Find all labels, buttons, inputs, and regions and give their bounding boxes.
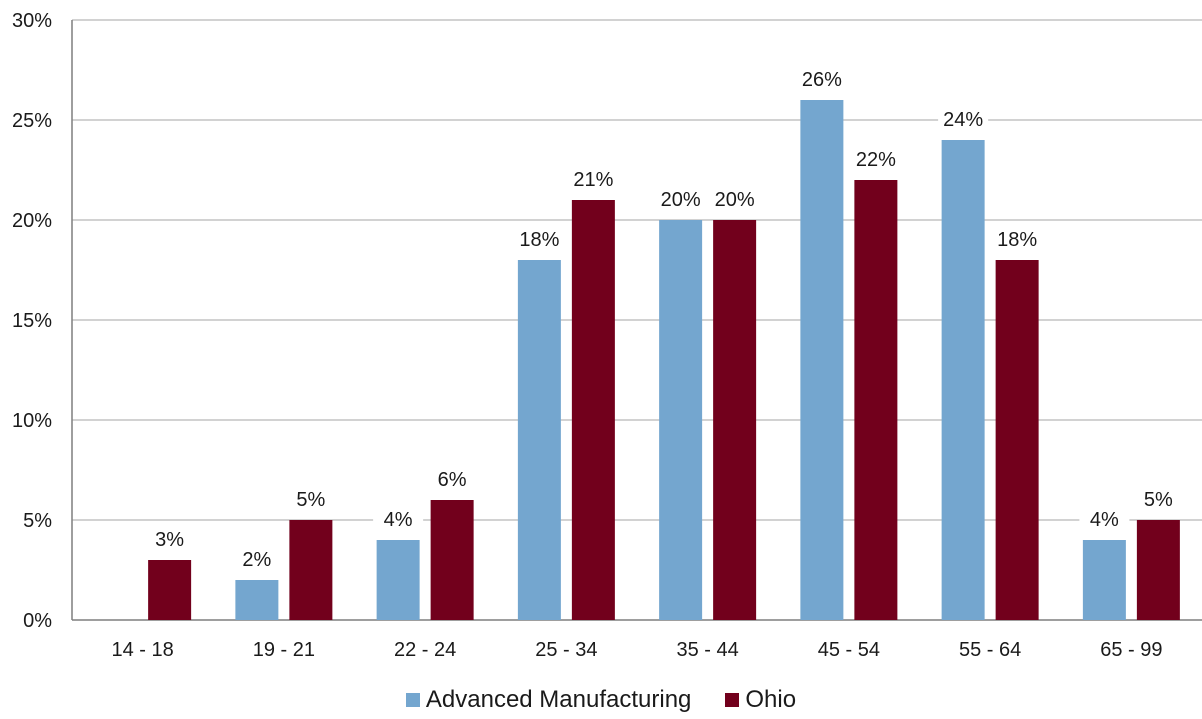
legend: Advanced Manufacturing Ohio xyxy=(0,686,1202,714)
x-tick-label: 19 - 21 xyxy=(253,639,315,661)
data-label-background xyxy=(427,466,478,492)
legend-label-advanced-manufacturing: Advanced Manufacturing xyxy=(425,686,692,713)
data-label: 18% xyxy=(997,229,1037,251)
data-label: 24% xyxy=(943,109,983,131)
x-tick-label: 25 - 34 xyxy=(535,639,597,661)
data-label: 22% xyxy=(856,149,896,171)
data-label: 21% xyxy=(573,169,613,191)
data-label: 18% xyxy=(519,229,559,251)
y-tick-label: 10% xyxy=(12,410,52,432)
bar-advanced-manufacturing xyxy=(235,580,279,620)
data-label: 3% xyxy=(155,529,184,551)
data-label-background xyxy=(285,486,336,512)
x-tick-label: 55 - 64 xyxy=(959,639,1021,661)
data-label: 4% xyxy=(384,509,413,531)
data-label-background xyxy=(1079,506,1130,532)
bar-ohio xyxy=(1136,520,1180,620)
data-label: 5% xyxy=(296,489,325,511)
legend-swatch-advanced-manufacturing xyxy=(405,693,420,707)
data-label: 5% xyxy=(1144,489,1173,511)
legend-item-ohio: Ohio xyxy=(725,686,796,714)
data-label: 4% xyxy=(1090,509,1119,531)
y-tick-label: 20% xyxy=(12,210,52,232)
data-label-background xyxy=(709,186,760,212)
data-label-background xyxy=(796,66,847,92)
data-label-background xyxy=(231,546,282,572)
data-label-background xyxy=(1133,486,1184,512)
data-labels: 3% 2% 5% 4% 6% 18% 21% 20% 20% 26% 22% 24% 18% 4% 5% xyxy=(144,66,1184,572)
bar-advanced-manufacturing xyxy=(376,540,420,620)
bar-ohio xyxy=(571,200,615,620)
bar-ohio xyxy=(148,560,192,620)
data-label: 26% xyxy=(802,69,842,91)
data-label: 20% xyxy=(715,189,755,211)
data-label: 20% xyxy=(661,189,701,211)
bar-ohio xyxy=(995,260,1039,620)
data-label-background xyxy=(373,506,424,532)
bar-advanced-manufacturing xyxy=(659,220,703,620)
bar-ohio xyxy=(430,500,474,620)
legend-label-ohio: Ohio xyxy=(745,686,797,713)
bar-ohio xyxy=(713,220,757,620)
x-tick-label: 65 - 99 xyxy=(1100,639,1162,661)
bars xyxy=(148,100,1180,620)
bar-ohio xyxy=(289,520,333,620)
data-label-background xyxy=(992,226,1043,252)
legend-item-advanced-manufacturing: Advanced Manufacturing xyxy=(405,686,692,714)
data-label-background xyxy=(514,226,565,252)
bar-advanced-manufacturing xyxy=(800,100,844,620)
y-tick-label: 30% xyxy=(12,10,52,32)
bar-ohio xyxy=(854,180,898,620)
y-tick-label: 15% xyxy=(12,310,52,332)
data-label-background xyxy=(144,526,195,552)
y-tick-label: 0% xyxy=(23,610,52,632)
bar-advanced-manufacturing xyxy=(517,260,561,620)
y-tick-label: 5% xyxy=(23,510,52,532)
legend-swatch-ohio xyxy=(725,693,740,707)
data-label: 2% xyxy=(242,549,271,571)
y-tick-label: 25% xyxy=(12,110,52,132)
data-label-background xyxy=(568,166,619,192)
bar-advanced-manufacturing xyxy=(941,140,985,620)
bar-advanced-manufacturing xyxy=(1082,540,1126,620)
data-label-background xyxy=(938,106,989,132)
x-tick-label: 45 - 54 xyxy=(818,639,880,661)
data-label-background xyxy=(655,186,706,212)
x-tick-label: 22 - 24 xyxy=(394,639,456,661)
data-label-background xyxy=(850,146,901,172)
x-tick-label: 14 - 18 xyxy=(111,639,173,661)
data-label: 6% xyxy=(438,469,467,491)
x-tick-label: 35 - 44 xyxy=(676,639,738,661)
